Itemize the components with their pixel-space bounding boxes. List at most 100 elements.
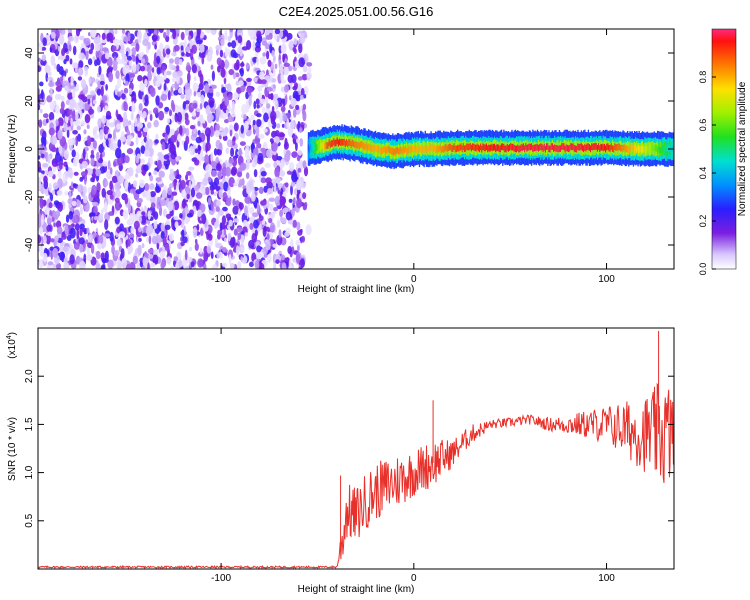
ridge-cell [587, 143, 590, 150]
ridge-cell [457, 144, 459, 152]
ridge-cell [321, 141, 324, 149]
noise-speckle [185, 52, 191, 57]
noise-speckle [38, 144, 41, 155]
noise-speckle [121, 257, 128, 269]
noise-speckle [165, 48, 171, 55]
noise-speckle [235, 200, 240, 208]
noise-speckle [62, 246, 69, 252]
noise-speckle [182, 101, 186, 110]
noise-speckle [178, 58, 183, 66]
noise-speckle [109, 193, 114, 200]
noise-speckle [185, 174, 189, 181]
noise-speckle [227, 232, 232, 242]
noise-speckle [50, 135, 58, 145]
ridge-cell [651, 145, 653, 153]
noise-speckle [199, 114, 204, 122]
noise-speckle [216, 57, 222, 66]
ridge-cell [361, 141, 363, 148]
ridge-cell [648, 145, 651, 153]
ridge-cell [366, 144, 369, 152]
ridge-cell [341, 138, 343, 146]
ridge-cell [654, 144, 657, 152]
noise-speckle [165, 124, 171, 135]
noise-speckle [47, 170, 54, 178]
ridge-cell [541, 143, 543, 151]
noise-speckle [181, 210, 186, 221]
noise-speckle [248, 96, 252, 106]
noise-speckle [210, 201, 214, 212]
ridge-cell [518, 145, 520, 153]
noise-speckle [58, 33, 65, 45]
noise-speckle [79, 205, 83, 216]
noise-speckle [262, 52, 267, 57]
noise-speckle [251, 34, 257, 41]
noise-speckle [138, 158, 146, 164]
colorbar-tick-label: 0.8 [698, 71, 708, 84]
noise-speckle [137, 131, 142, 138]
noise-speckle [38, 155, 41, 160]
noise-speckle [77, 67, 84, 76]
noise-speckle [232, 198, 236, 206]
noise-speckle [87, 58, 93, 66]
noise-speckle [298, 43, 303, 54]
colorbar-tick-label: 0.6 [698, 119, 708, 132]
noise-speckle [170, 99, 175, 110]
ridge-cell [558, 145, 561, 152]
ridge-cell [609, 144, 611, 152]
ridge-cell [344, 140, 347, 148]
noise-speckle [40, 153, 45, 159]
ridge-cell [532, 145, 534, 152]
noise-speckle [281, 113, 288, 122]
noise-speckle [138, 37, 142, 44]
ridge-cell [477, 144, 480, 152]
ridge-cell [424, 145, 426, 152]
noise-speckle [269, 43, 273, 54]
noise-speckle [55, 210, 60, 216]
noise-speckle [186, 171, 192, 176]
noise-speckle [94, 236, 98, 244]
ridge-cell [440, 146, 443, 154]
ridge-cell [425, 145, 428, 153]
noise-speckle [55, 104, 60, 114]
ridge-cell [468, 143, 470, 151]
noise-speckle [47, 154, 51, 164]
noise-speckle [231, 40, 237, 49]
noise-speckle [92, 99, 97, 105]
ridge-cell [459, 144, 461, 152]
noise-speckle [49, 192, 54, 202]
noise-speckle [133, 220, 140, 230]
ridge-cell [414, 145, 416, 152]
noise-speckle [200, 227, 204, 237]
noise-speckle [250, 143, 255, 150]
ridge-cell [617, 143, 620, 151]
noise-speckle [229, 262, 235, 269]
noise-speckle [131, 47, 137, 57]
noise-speckle [189, 145, 194, 156]
ridge-cell [328, 139, 330, 146]
ridge-cell [420, 145, 422, 153]
noise-speckle [279, 63, 284, 75]
noise-speckle [281, 123, 285, 128]
noise-speckle [290, 120, 295, 130]
noise-speckle [108, 211, 114, 217]
ridge-cell [543, 143, 546, 151]
noise-speckle [173, 256, 179, 262]
noise-speckle [273, 162, 278, 168]
ridge-cell [588, 144, 591, 151]
noise-speckle [229, 129, 233, 137]
noise-speckle [239, 162, 247, 171]
noise-speckle [147, 29, 155, 34]
noise-speckle [246, 86, 253, 94]
noise-speckle [123, 111, 128, 121]
noise-speckle [223, 181, 229, 192]
noise-speckle [71, 62, 78, 69]
noise-speckle [45, 234, 51, 245]
noise-speckle [205, 105, 211, 115]
noise-speckle [255, 98, 260, 105]
noise-speckle [272, 243, 278, 248]
ridge-cell [620, 144, 622, 152]
noise-speckle [112, 129, 116, 140]
ridge-cell [463, 145, 466, 153]
ridge-cell [318, 141, 320, 149]
ridge-cell [488, 144, 490, 152]
